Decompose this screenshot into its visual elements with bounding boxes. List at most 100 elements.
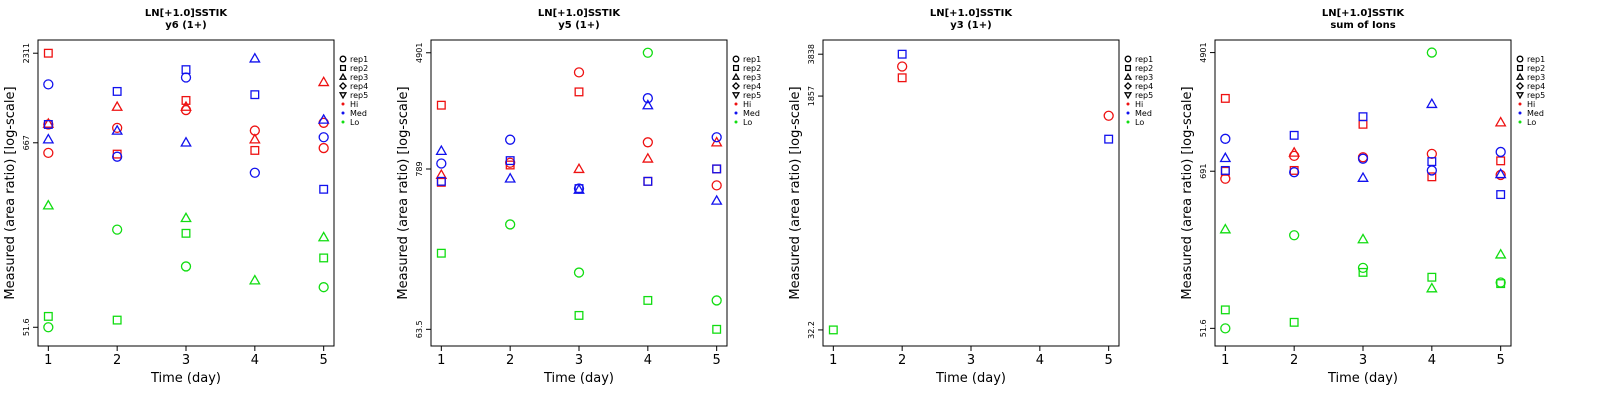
data-point (1358, 267, 1368, 277)
data-point (642, 137, 653, 148)
data-point (180, 211, 192, 223)
legend-label: Lo (350, 118, 359, 127)
legend-marker-rep5 (338, 92, 348, 100)
y-tick-label: 691 (1199, 164, 1208, 179)
data-point (181, 228, 191, 238)
x-tick-label: 4 (644, 353, 652, 368)
data-point (318, 132, 329, 143)
data-point (712, 324, 722, 334)
data-point (641, 99, 654, 110)
data-point (1426, 148, 1437, 160)
legend-label: Med (743, 109, 760, 118)
legend-label: Lo (1527, 118, 1536, 127)
legend-dot-Med (1518, 111, 1522, 115)
x-tick-label: 1 (829, 353, 837, 368)
data-point (1220, 305, 1230, 315)
legend-label: rep5 (350, 91, 368, 100)
legend-label: Hi (1527, 100, 1535, 109)
legend-label: rep1 (350, 55, 368, 64)
data-point (1289, 167, 1300, 178)
x-tick-label: 1 (437, 353, 445, 368)
data-point (1426, 47, 1437, 58)
data-point (249, 167, 260, 178)
y-tick-label: 789 (415, 161, 424, 176)
data-point (1289, 150, 1300, 162)
y-tick-label: 667 (22, 135, 31, 150)
data-point (1496, 156, 1506, 166)
legend-marker-rep3 (1123, 72, 1133, 80)
legend-label: Med (1135, 109, 1152, 118)
legend-label: rep2 (743, 64, 761, 73)
data-point (1494, 116, 1507, 127)
legend-marker-rep1 (1124, 55, 1132, 63)
y-tick-label: 32.2 (807, 321, 816, 339)
data-point (504, 172, 517, 183)
data-point (112, 315, 122, 325)
legend-dot-Med (341, 111, 345, 115)
legend-label: rep2 (1527, 64, 1545, 73)
data-point (248, 133, 261, 144)
data-point (1496, 279, 1506, 289)
data-point (317, 113, 330, 124)
legend-marker-rep2 (339, 64, 347, 72)
legend-marker-rep3 (1515, 72, 1525, 80)
data-point (180, 136, 192, 147)
y-tick-label: 1857 (807, 86, 816, 106)
x-tick-label: 1 (44, 353, 52, 368)
legend-label: Lo (743, 118, 752, 127)
data-point (505, 219, 516, 230)
data-point (436, 100, 446, 110)
legend-dot-Med (1126, 111, 1130, 115)
data-point (641, 152, 654, 163)
data-point (897, 73, 907, 83)
x-axis-label: Time (day) (543, 371, 614, 386)
data-point (574, 310, 584, 320)
data-point (711, 132, 722, 143)
x-tick-label: 5 (713, 353, 721, 368)
y-tick-label: 2311 (22, 43, 31, 63)
data-point (573, 183, 585, 194)
legend-marker-rep3 (338, 72, 348, 80)
plot-area (822, 39, 1120, 347)
y-axis-label: Measured (area ratio) [log-scale] (3, 86, 18, 299)
x-tick-label: 5 (320, 353, 328, 368)
x-axis-label: Time (day) (150, 371, 221, 386)
data-point (1494, 248, 1507, 259)
data-point (317, 231, 330, 242)
data-point (319, 253, 329, 263)
data-point (42, 199, 55, 210)
data-point (1494, 167, 1507, 179)
data-point (1357, 171, 1369, 182)
data-point (112, 151, 123, 162)
data-point (1220, 323, 1231, 334)
data-point (1104, 134, 1114, 144)
data-point (1357, 153, 1369, 164)
legend-label: rep1 (1135, 55, 1153, 64)
data-point (112, 122, 123, 134)
data-point (1357, 262, 1369, 274)
legend-label: rep4 (1527, 82, 1545, 91)
legend-label: rep3 (1135, 73, 1153, 82)
legend-dot-Med (734, 111, 738, 115)
data-point (436, 248, 446, 258)
x-tick-label: 3 (967, 353, 975, 368)
plot-area (1214, 39, 1512, 347)
legend-marker-rep4 (1516, 82, 1524, 90)
x-tick-label: 1 (1221, 353, 1229, 368)
legend-marker-rep5 (1515, 92, 1525, 100)
data-point (1220, 133, 1231, 144)
data-point (43, 147, 54, 159)
y-tick-label: 51.6 (1199, 319, 1208, 337)
x-tick-label: 3 (575, 353, 583, 368)
data-point (710, 194, 723, 205)
chart-title: LN[+1.0]SSTIK (1322, 8, 1405, 19)
data-point (897, 49, 907, 59)
y-axis-label: Measured (area ratio) [log-scale] (1180, 86, 1195, 299)
data-point (112, 149, 122, 159)
y-axis-label: Measured (area ratio) [log-scale] (396, 86, 411, 299)
legend-marker-rep5 (1123, 92, 1133, 100)
